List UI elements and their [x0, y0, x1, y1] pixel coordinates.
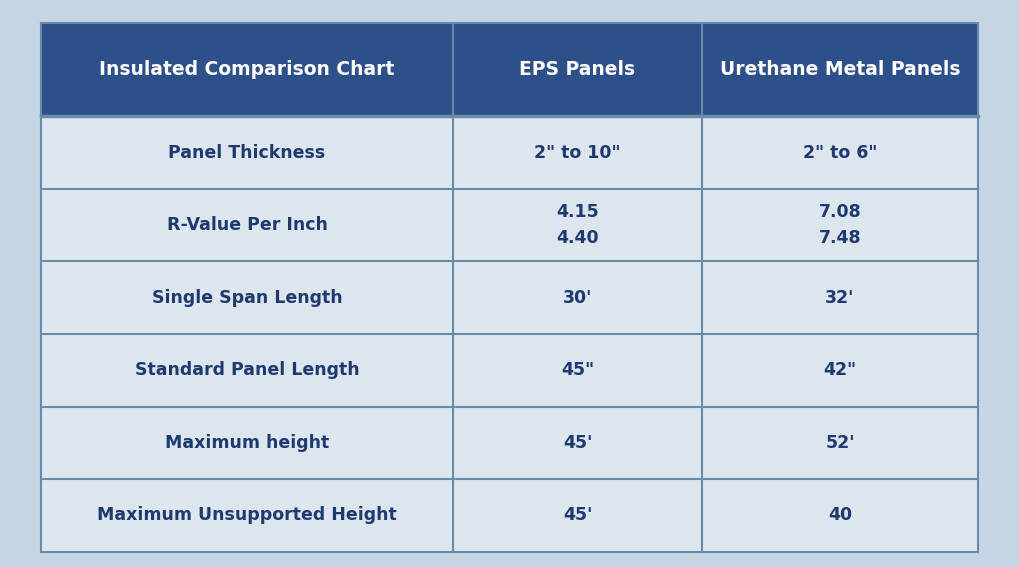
Text: 52': 52' — [825, 434, 855, 452]
Bar — [41, 479, 453, 552]
Bar — [453, 23, 702, 116]
Text: Standard Panel Length: Standard Panel Length — [135, 361, 360, 379]
Text: 45": 45" — [560, 361, 594, 379]
Text: EPS Panels: EPS Panels — [520, 60, 636, 79]
Bar — [702, 261, 978, 334]
Bar — [41, 334, 453, 407]
Text: 2" to 6": 2" to 6" — [803, 143, 877, 162]
Bar — [453, 189, 702, 261]
Text: 42": 42" — [823, 361, 857, 379]
Text: 2" to 10": 2" to 10" — [534, 143, 621, 162]
Bar — [41, 407, 453, 479]
Text: Panel Thickness: Panel Thickness — [168, 143, 326, 162]
Text: 45': 45' — [562, 434, 592, 452]
Bar — [702, 479, 978, 552]
Text: 4.15
4.40: 4.15 4.40 — [556, 203, 599, 247]
Bar — [41, 23, 453, 116]
Bar — [41, 261, 453, 334]
Bar — [41, 116, 453, 189]
Text: Single Span Length: Single Span Length — [152, 289, 342, 307]
Text: 7.08
7.48: 7.08 7.48 — [818, 203, 861, 247]
Bar — [453, 334, 702, 407]
Bar — [453, 407, 702, 479]
Text: 40: 40 — [827, 506, 852, 524]
Bar — [41, 189, 453, 261]
Bar — [702, 23, 978, 116]
Text: 30': 30' — [562, 289, 592, 307]
Bar — [702, 116, 978, 189]
Bar — [702, 407, 978, 479]
Bar — [702, 334, 978, 407]
Text: R-Value Per Inch: R-Value Per Inch — [166, 216, 327, 234]
Bar — [453, 116, 702, 189]
Text: Insulated Comparison Chart: Insulated Comparison Chart — [99, 60, 394, 79]
Text: Maximum height: Maximum height — [165, 434, 329, 452]
Text: 45': 45' — [562, 506, 592, 524]
Text: 32': 32' — [825, 289, 855, 307]
Text: Urethane Metal Panels: Urethane Metal Panels — [719, 60, 960, 79]
Text: Maximum Unsupported Height: Maximum Unsupported Height — [97, 506, 396, 524]
Bar — [453, 261, 702, 334]
Bar — [702, 189, 978, 261]
Bar — [453, 479, 702, 552]
